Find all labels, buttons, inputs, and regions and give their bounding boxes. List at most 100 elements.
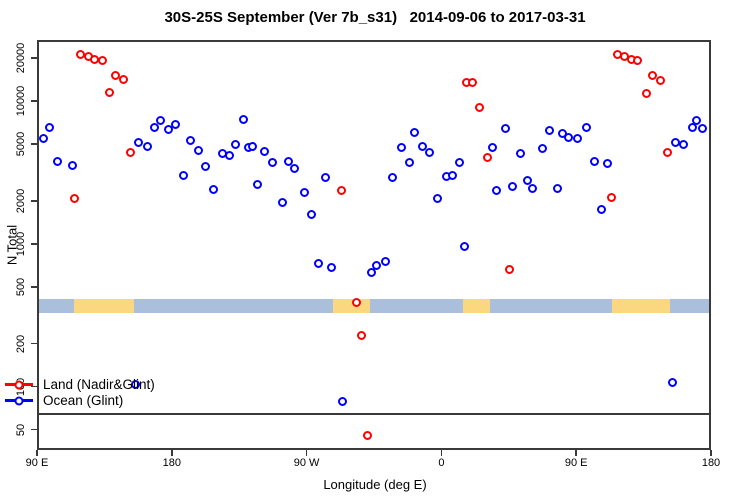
y-tick-label: 1000 (15, 231, 27, 257)
y-tick-label: 20000 (15, 42, 27, 74)
scatter-point-ocean (44, 122, 54, 132)
scatter-point-ocean (515, 148, 525, 158)
scatter-point-ocean (306, 209, 316, 219)
scatter-point-ocean (417, 141, 427, 151)
scatter-point-ocean (697, 123, 707, 133)
scatter-point-ocean (200, 161, 210, 171)
y-tick-label: 2000 (15, 188, 27, 214)
y-tick (31, 286, 37, 288)
scatter-point-ocean (602, 158, 612, 168)
scatter-point-ocean (252, 179, 262, 189)
plot-area (37, 40, 711, 450)
scatter-point-ocean (596, 205, 606, 215)
scatter-point-ocean (208, 184, 218, 194)
scatter-point-ocean (283, 156, 293, 166)
scatter-point-ocean (380, 256, 390, 266)
scatter-point-ocean (507, 182, 517, 192)
scatter-point-ocean (326, 262, 336, 272)
scatter-point-land (362, 431, 372, 441)
y-tick-label: 50 (15, 423, 27, 436)
y-tick-label: 500 (15, 277, 27, 296)
scatter-point-land (97, 56, 107, 65)
y-tick (31, 342, 37, 345)
scatter-point-ocean (320, 172, 330, 182)
scatter-point-ocean (522, 175, 532, 185)
x-tick-label: 180 (701, 457, 721, 469)
scatter-point-ocean (230, 139, 240, 149)
x-tick (171, 450, 173, 456)
scatter-point-ocean (337, 396, 347, 406)
scatter-point-ocean (224, 150, 234, 160)
chart-title: 30S-25S September (Ver 7b_s31) 2014-09-0… (164, 9, 586, 26)
scatter-point-ocean (67, 160, 77, 170)
scatter-point-ocean (38, 133, 48, 143)
y-tick-label: 200 (15, 334, 27, 353)
y-tick (31, 143, 37, 145)
scatter-point-ocean (133, 137, 143, 147)
scatter-point-ocean (572, 133, 582, 143)
scatter-point-ocean (387, 172, 397, 182)
scatter-point-ocean (396, 142, 406, 152)
scatter-point-land (647, 71, 657, 81)
scatter-point-land (125, 147, 135, 157)
scatter-point-ocean (238, 114, 248, 124)
scatter-point-ocean (500, 123, 510, 133)
scatter-point-ocean (432, 193, 442, 203)
scatter-point-ocean (687, 122, 697, 132)
scatter-point-ocean (447, 170, 457, 180)
scatter-point-ocean (667, 378, 677, 388)
scatter-point-land (356, 330, 366, 340)
y-tick (31, 428, 37, 431)
scatter-point-ocean (491, 186, 501, 196)
scatter-point-ocean (459, 241, 469, 251)
scatter-point-ocean (545, 125, 555, 135)
y-tick (31, 243, 37, 245)
scatter-point-land (89, 55, 99, 65)
scatter-point-ocean (424, 147, 434, 157)
legend-separator-line (37, 413, 711, 416)
scatter-point-ocean (366, 267, 376, 277)
scatter-point-ocean (163, 124, 173, 134)
y-tick (31, 57, 37, 59)
scatter-point-ocean (581, 122, 591, 132)
land-series-symbol (5, 380, 33, 389)
x-tick-label: 0 (438, 457, 445, 469)
scatter-point-land (118, 74, 128, 84)
land-strip-segment (611, 299, 670, 314)
scatter-point-ocean (313, 258, 323, 268)
x-tick (305, 450, 308, 456)
scatter-point-land (504, 265, 514, 275)
scatter-point-ocean (527, 183, 537, 193)
y-tick (31, 200, 37, 202)
x-tick (36, 450, 38, 456)
scatter-point-land (474, 102, 484, 112)
y-tick-label: 5000 (15, 131, 27, 157)
scatter-point-ocean (289, 163, 299, 173)
ocean-strip (37, 299, 711, 314)
scatter-point-land (632, 56, 642, 65)
land-strip-segment (462, 299, 490, 314)
legend-item-land: Land (Nadir&Glint) (5, 377, 155, 392)
scatter-point-ocean (267, 157, 277, 167)
scatter-point-land (110, 71, 120, 81)
scatter-point-land (606, 192, 616, 202)
scatter-point-land (641, 88, 651, 98)
scatter-point-ocean (404, 157, 414, 167)
ocean-series-symbol (5, 396, 33, 405)
y-tick-label: 10000 (15, 85, 27, 117)
scatter-point-ocean (277, 197, 287, 207)
scatter-point-ocean (142, 141, 152, 151)
scatter-point-land (662, 147, 672, 157)
scatter-point-ocean (409, 127, 419, 137)
legend-item-ocean: Ocean (Glint) (5, 393, 155, 408)
x-tick-label: 90 E (564, 457, 588, 469)
scatter-point-ocean (537, 143, 547, 153)
legend: Land (Nadir&Glint) Ocean (Glint) (5, 377, 155, 408)
scatter-point-ocean (178, 170, 188, 180)
x-tick-label: 90 E (25, 457, 49, 469)
x-tick-label: 90 W (293, 457, 320, 469)
scatter-point-land (467, 77, 477, 87)
scatter-point-ocean (155, 115, 165, 125)
scatter-point-land (69, 193, 79, 203)
